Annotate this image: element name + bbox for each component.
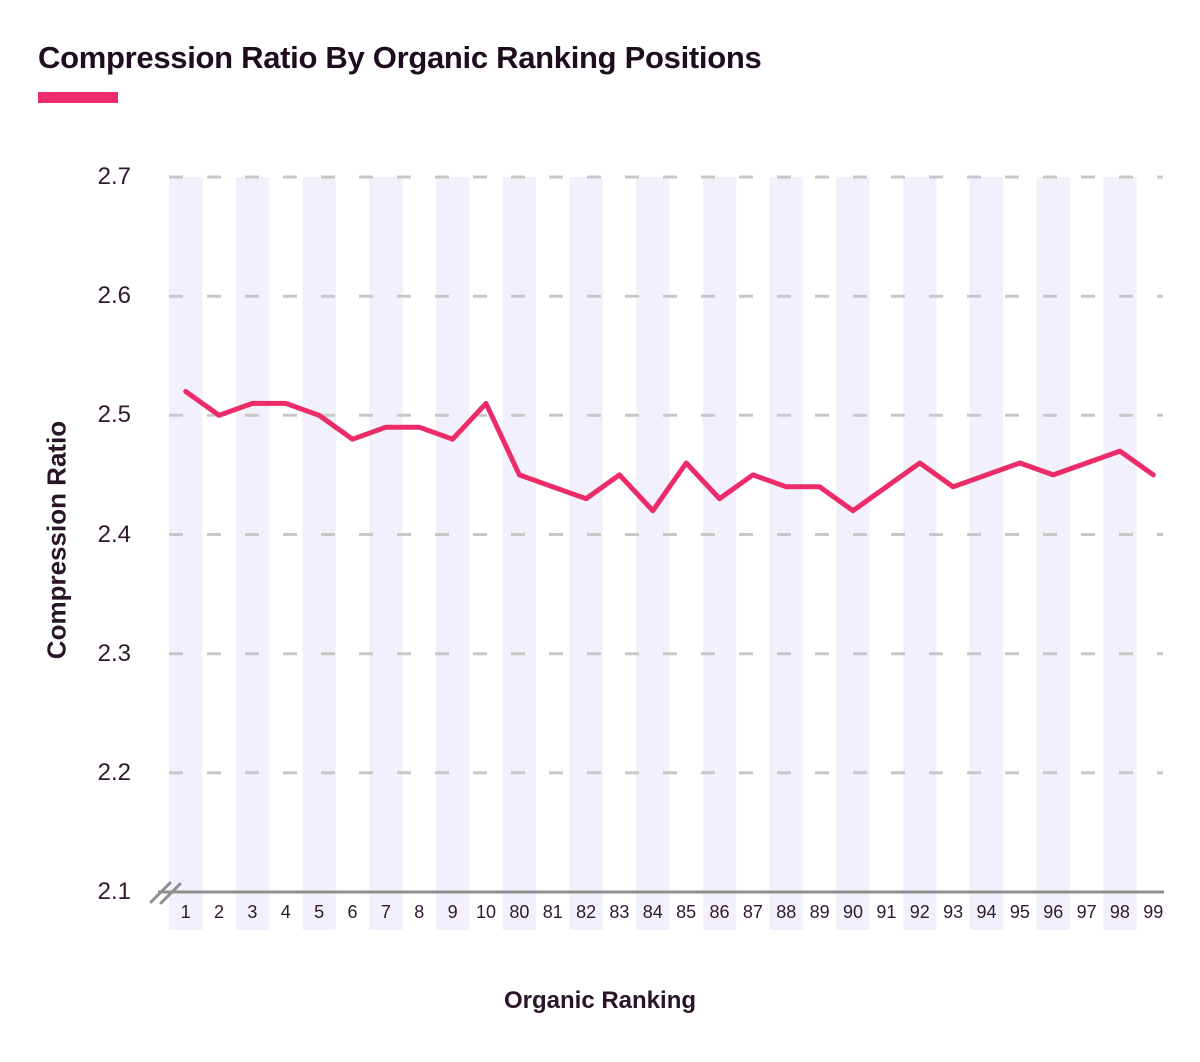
x-tick-label: 8: [414, 902, 425, 922]
y-tick-label: 2.3: [97, 639, 131, 667]
x-tick-label: 96: [1043, 902, 1064, 922]
x-tick-label: 4: [280, 902, 291, 922]
alternating-column-band: [502, 177, 537, 930]
x-tick-label: 99: [1143, 902, 1164, 922]
x-tick-label: 95: [1009, 902, 1030, 922]
data-line: [183, 389, 1156, 514]
x-tick-label: 2: [214, 902, 225, 922]
x-tick-label: 83: [609, 902, 630, 922]
alternating-column-band: [636, 177, 670, 930]
alternating-column-band: [1103, 177, 1137, 930]
x-tick-label: 10: [475, 902, 496, 922]
x-tick-label: 85: [676, 902, 697, 922]
x-tick-label: 82: [576, 902, 597, 922]
y-axis-title: Compression Ratio: [41, 420, 72, 660]
x-tick-label: 91: [876, 902, 897, 922]
x-tick-label: 92: [909, 902, 930, 922]
alternating-column-band: [569, 177, 603, 930]
alternating-column-band: [169, 177, 203, 930]
x-tick-label: 89: [809, 902, 830, 922]
y-tick-label: 2.7: [97, 163, 131, 190]
alternating-column-band: [302, 177, 336, 930]
x-tick-label: 98: [1109, 902, 1130, 922]
alternating-column-band: [903, 177, 937, 930]
x-tick-label: 6: [347, 902, 358, 922]
x-tick-label: 93: [943, 902, 964, 922]
alternating-column-band: [1036, 177, 1070, 930]
alternating-column-band: [369, 177, 403, 930]
alternating-column-band: [969, 177, 1004, 930]
y-tick-label: 2.6: [97, 282, 131, 310]
x-tick-label: 5: [314, 902, 325, 922]
x-tick-label: 90: [843, 902, 864, 922]
axis-break-mark: [149, 881, 172, 904]
x-tick-label: 94: [976, 902, 997, 922]
alternating-column-band: [702, 177, 737, 930]
chart-title: Compression Ratio By Organic Ranking Pos…: [38, 40, 762, 75]
y-tick-label: 2.1: [97, 878, 131, 905]
axis-break-mark: [159, 882, 182, 905]
x-tick-label: 9: [447, 902, 458, 922]
x-tick-label: 97: [1076, 902, 1097, 922]
x-tick-label: 88: [776, 902, 797, 922]
alternating-column-band: [769, 177, 803, 930]
alternating-column-band: [836, 177, 870, 930]
y-tick-label: 2.5: [97, 401, 131, 429]
y-tick-label: 2.4: [97, 520, 131, 548]
x-tick-label: 87: [742, 902, 763, 922]
title-accent-bar: [38, 92, 118, 103]
x-tick-label: 84: [642, 902, 663, 922]
x-axis-title: Organic Ranking: [503, 987, 697, 1014]
alternating-column-band: [435, 177, 470, 930]
x-tick-label: 3: [247, 902, 258, 922]
y-tick-label: 2.2: [97, 758, 131, 786]
x-tick-label: 7: [380, 902, 391, 922]
x-tick-label: 1: [180, 902, 191, 922]
x-tick-label: 86: [709, 902, 730, 922]
x-tick-label: 81: [542, 902, 563, 922]
alternating-column-band: [235, 177, 270, 930]
x-tick-label: 80: [509, 902, 530, 922]
